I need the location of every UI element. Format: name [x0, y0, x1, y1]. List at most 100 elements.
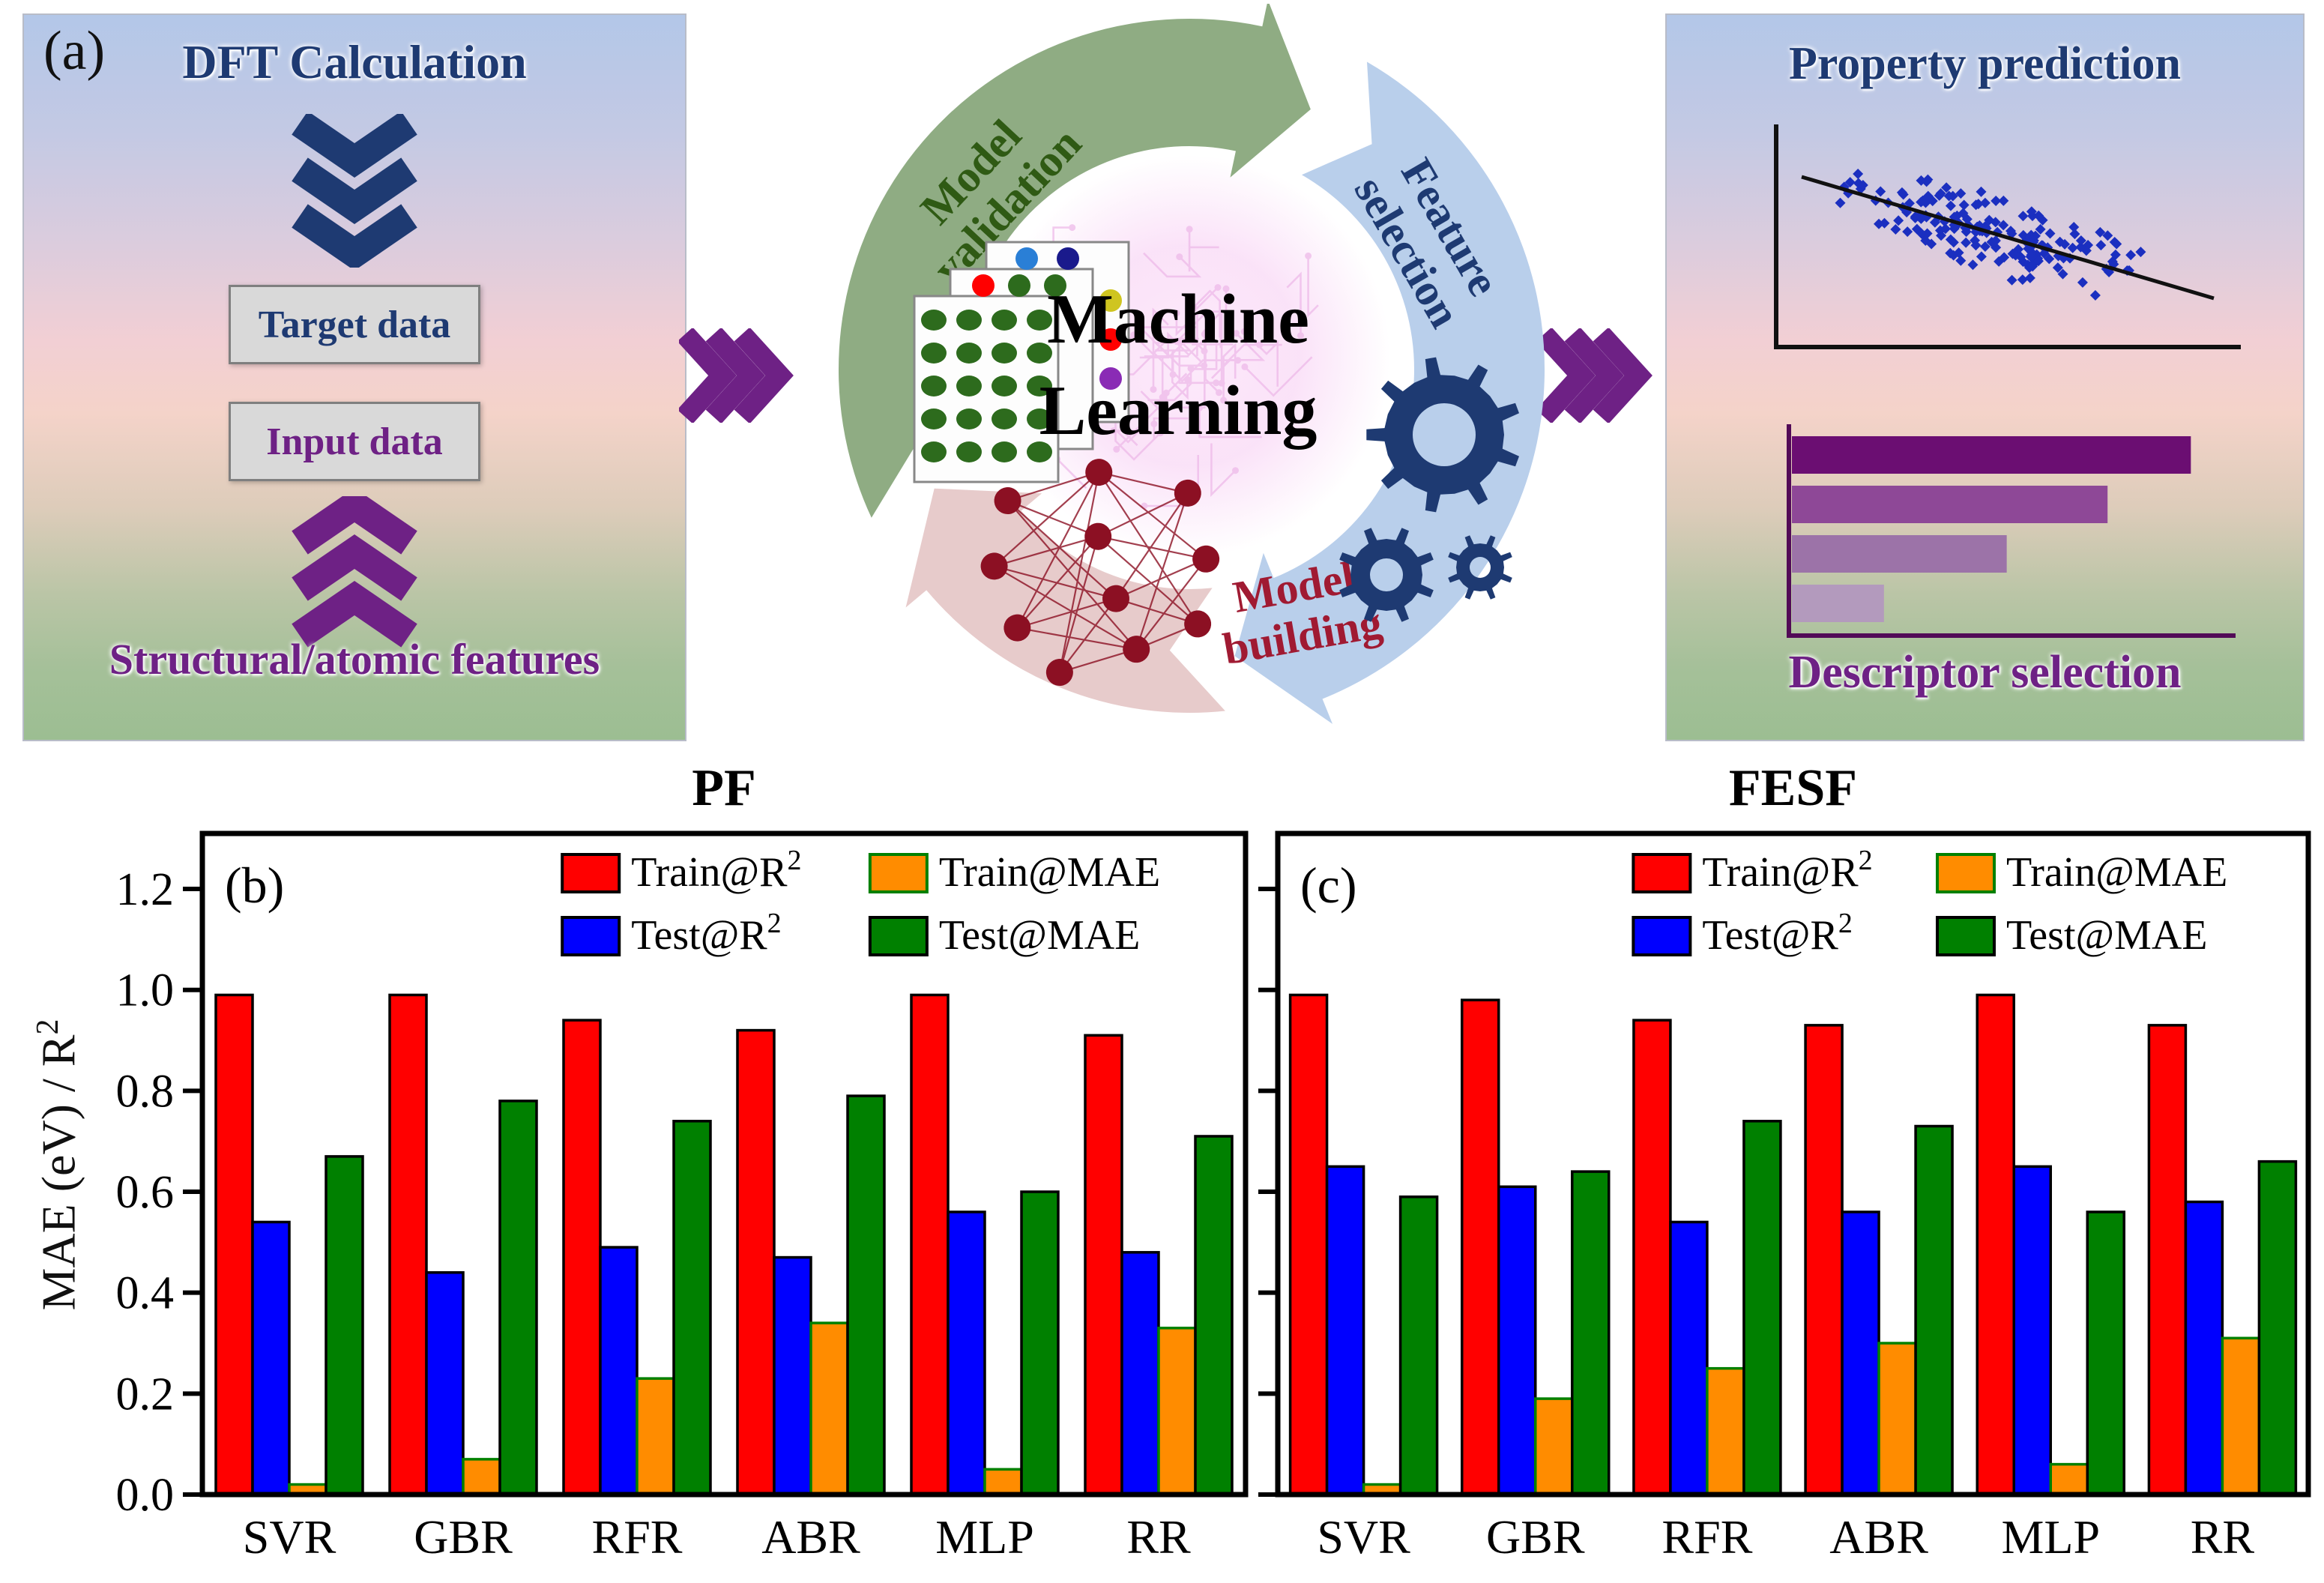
legend-swatch-2 [1936, 853, 1996, 893]
y-axis-label: MAE (eV) / R2 [30, 902, 93, 1427]
legend-label-0: Train@R2 [631, 845, 801, 896]
bar-RFR-0 [1632, 1019, 1672, 1496]
scatter-trend-line [1801, 175, 2215, 301]
bar-ABR-2 [809, 1321, 849, 1496]
chart-title: PF [692, 759, 756, 817]
bar-GBR-2 [462, 1458, 501, 1496]
y-tick-label: 0.8 [116, 1066, 175, 1117]
bar-ABR-2 [1877, 1342, 1917, 1496]
y-axis-ticks: 0.0 0.2 0.4 0.6 0.8 1.0 1.2 [116, 864, 202, 1521]
bar-SVR-0 [1288, 993, 1329, 1496]
bar-RFR-3 [1742, 1120, 1782, 1496]
bar-SVR-1 [251, 1220, 291, 1496]
y-tick-label: 0.4 [116, 1268, 175, 1319]
bar-SVR-1 [1325, 1165, 1365, 1496]
bar-chart-fesf: FESF SVR GBR RFR ABR MLP RR (c) Train@R2 Test@R2 T… [1244, 741, 2316, 1576]
x-tick-label-RR: RR [1126, 1510, 1191, 1564]
bar-RFR-2 [636, 1377, 675, 1496]
bar-RR-0 [2147, 1024, 2188, 1496]
chart-title: FESF [1729, 759, 1857, 817]
x-tick-label-RFR: RFR [592, 1510, 683, 1564]
y-axis-label-text: MAE (eV) / R [31, 1034, 85, 1311]
bar-RFR-0 [562, 1019, 602, 1496]
x-tick-label-GBR: GBR [414, 1510, 513, 1564]
series-train-r [1288, 993, 2188, 1496]
legend-label-2: Train@MAE [939, 849, 1160, 896]
bar-RR-3 [2257, 1160, 2298, 1496]
bar-ABR-1 [1841, 1210, 1880, 1496]
x-tick-label-RR: RR [2191, 1510, 2255, 1564]
bar-ABR-0 [1804, 1024, 1844, 1496]
x-tick-label-SVR: SVR [1317, 1510, 1410, 1564]
legend: Train@R2 Test@R2 Train@MAE Test@MAE [1632, 845, 2227, 959]
ml-cycle-diagram: Model validation Feature selection Model buil… [811, 0, 1572, 742]
x-tick-label-ABR: ABR [1829, 1510, 1928, 1564]
bar-RFR-2 [1706, 1366, 1745, 1496]
bar-GBR-3 [498, 1100, 538, 1496]
input-data-box: Input data [229, 402, 480, 481]
x-tick-label-MLP: MLP [2001, 1510, 2100, 1564]
property-prediction-title: Property prediction [1789, 38, 2181, 89]
y-axis-ticks [1258, 887, 1278, 1497]
property-scatter-plot [1774, 124, 2241, 349]
panel-a-tag: (a) [43, 20, 106, 82]
bar-RFR-3 [672, 1120, 712, 1496]
dft-calculation-title: DFT Calculation [182, 35, 527, 88]
neural-network-icon [980, 459, 1220, 687]
panel-dft-workflow: (a) DFT Calculation Target data Input da… [22, 13, 686, 741]
legend-label-2: Train@MAE [2006, 849, 2227, 896]
legend-label-0: Train@R2 [1702, 845, 1872, 896]
bar-chart-pf: PF 0.0 0.2 0.4 0.6 0.8 1.0 1.2 SVR GBR RFR ABR MLP RR… [90, 741, 1259, 1576]
x-tick-label-SVR: SVR [243, 1510, 336, 1564]
x-axis-labels: SVR GBR RFR ABR MLP RR [1317, 1510, 2254, 1564]
descriptor-bar-chart [1787, 424, 2236, 638]
machine-learning-label: Machine Learning [1039, 280, 1318, 450]
bar-RFR-1 [1669, 1220, 1709, 1496]
bar-MLP-3 [2086, 1210, 2125, 1496]
legend-swatch-3 [1936, 916, 1996, 956]
legend-swatch-0 [561, 853, 621, 893]
bar-ABR-1 [773, 1255, 812, 1496]
legend-swatch-0 [1632, 853, 1692, 893]
bar-MLP-1 [2012, 1165, 2052, 1496]
chevrons-down-icon [292, 114, 417, 268]
series-test-mae [325, 1094, 1234, 1496]
confusion-matrix-icon [913, 241, 1130, 483]
descriptor-bar-4 [1792, 585, 1884, 622]
bar-RR-1 [1120, 1251, 1160, 1496]
input-data-label: Input data [266, 420, 443, 463]
y-tick-label: 0.2 [116, 1369, 175, 1420]
series-train-mae [288, 1321, 1197, 1496]
bar-ABR-3 [846, 1094, 886, 1496]
y-tick-label: 1.2 [116, 864, 175, 915]
bar-GBR-1 [425, 1271, 465, 1496]
bar-GBR-0 [1461, 998, 1500, 1496]
target-data-box: Target data [229, 285, 480, 364]
y-tick-label: 1.0 [116, 965, 175, 1016]
descriptor-axes [1787, 424, 2236, 638]
panel-ml-output: Property prediction Descriptor selection [1665, 13, 2305, 741]
svg-text:Machine: Machine [1047, 280, 1309, 358]
legend-swatch-1 [1632, 916, 1692, 956]
legend-swatch-2 [868, 853, 929, 893]
legend-label-3: Test@MAE [939, 912, 1141, 959]
legend-label-3: Test@MAE [2006, 912, 2208, 959]
panel-tag: (c) [1300, 857, 1356, 914]
x-axis-labels: SVR GBR RFR ABR MLP RR [243, 1510, 1191, 1564]
bar-MLP-2 [2049, 1462, 2089, 1496]
bar-SVR-3 [1398, 1195, 1439, 1496]
x-tick-label-MLP: MLP [935, 1510, 1034, 1564]
bar-MLP-3 [1020, 1190, 1060, 1496]
scatter-axes [1774, 124, 2241, 349]
bar-RR-0 [1084, 1034, 1123, 1496]
svg-text:Learning: Learning [1039, 372, 1318, 450]
x-tick-label-RFR: RFR [1661, 1510, 1752, 1564]
bar-MLP-0 [910, 993, 950, 1496]
series-train-mae [1362, 1336, 2261, 1496]
bar-RR-2 [1157, 1327, 1197, 1496]
target-data-label: Target data [258, 303, 451, 346]
bar-RFR-1 [599, 1246, 639, 1496]
bar-RR-1 [2184, 1200, 2224, 1496]
bar-GBR-3 [1571, 1170, 1611, 1496]
y-axis-label-sup: 2 [31, 1019, 65, 1035]
